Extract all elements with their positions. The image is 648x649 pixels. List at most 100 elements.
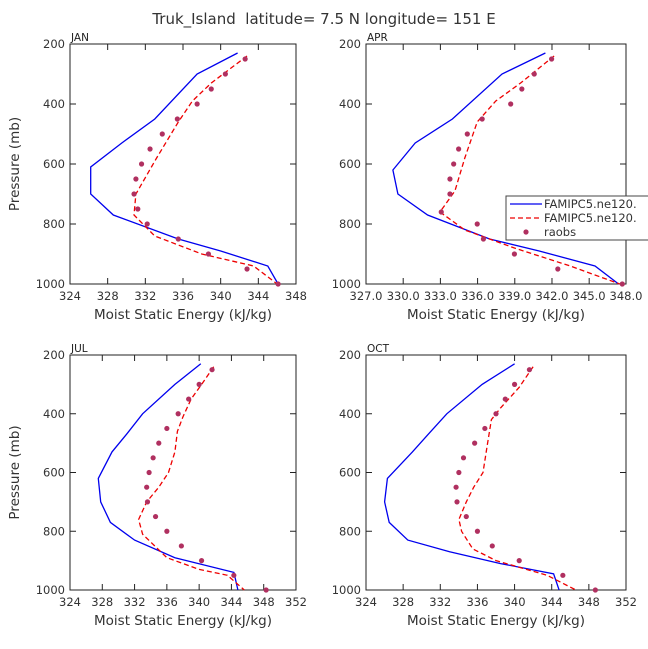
y-tick-label: 200 — [43, 37, 65, 51]
raobs-point — [152, 513, 159, 520]
raobs-point — [592, 587, 598, 593]
y-tick-label: 400 — [43, 407, 65, 421]
legend-label: FAMIPC5.ne120. — [544, 197, 637, 211]
x-tick-label: 348 — [253, 595, 275, 609]
raobs-point — [198, 558, 205, 564]
x-tick-label: 324 — [59, 289, 81, 303]
model2-line — [458, 366, 577, 591]
raobs-point — [447, 176, 453, 182]
x-tick-label: 340 — [504, 595, 526, 609]
y-tick-label: 1000 — [332, 583, 361, 597]
plot-frame — [69, 43, 297, 285]
raobs-point — [159, 131, 165, 137]
plot-frame — [365, 354, 627, 591]
raobs-point — [482, 425, 488, 432]
raobs-point — [194, 101, 200, 107]
raobs-point — [156, 440, 162, 446]
x-tick-label: 344 — [247, 289, 269, 303]
x-axis-label: Moist Static Energy (kJ/kg) — [94, 613, 272, 629]
raobs-point — [164, 528, 170, 534]
raobs-point — [560, 572, 566, 578]
raobs-point — [138, 161, 145, 167]
y-tick-label: 400 — [339, 97, 361, 111]
legend-label: raobs — [544, 225, 576, 239]
raobs-point — [463, 513, 469, 520]
raobs-point — [231, 572, 237, 578]
raobs-point — [508, 101, 514, 107]
y-tick-label: 800 — [43, 524, 65, 538]
x-tick-label: 352 — [285, 595, 307, 609]
raobs-point — [474, 528, 481, 534]
x-tick-label: 332 — [124, 595, 146, 609]
model1-line — [90, 52, 279, 285]
y-tick-label: 1000 — [36, 277, 65, 291]
raobs-point — [511, 381, 518, 387]
raobs-point — [456, 469, 462, 476]
raobs-point — [549, 56, 555, 62]
model2-line — [133, 55, 278, 285]
y-tick-label: 1000 — [36, 583, 65, 597]
y-tick-label: 600 — [339, 157, 361, 171]
model2-line — [137, 366, 245, 591]
y-tick-label: 800 — [339, 217, 361, 231]
y-tick-label: 200 — [43, 348, 65, 362]
raobs-point — [479, 116, 485, 122]
raobs-point — [175, 411, 181, 417]
raobs-point — [175, 236, 181, 242]
x-tick-label: 344 — [541, 595, 563, 609]
raobs-point — [178, 543, 184, 549]
y-tick-label: 400 — [339, 407, 361, 421]
legend: FAMIPC5.ne120.FAMIPC5.ne120.raobs — [505, 195, 648, 241]
y-tick-label: 800 — [43, 217, 65, 231]
raobs-point — [147, 146, 153, 152]
raobs-point — [502, 396, 508, 402]
x-axis-label: Moist Static Energy (kJ/kg) — [407, 307, 585, 323]
raobs-point — [474, 221, 480, 227]
legend-raobs-marker — [523, 229, 529, 235]
x-tick-label: 328 — [392, 595, 414, 609]
raobs-point — [133, 176, 139, 182]
raobs-point — [135, 206, 141, 212]
raobs-point — [275, 281, 281, 287]
raobs-point — [464, 131, 470, 137]
raobs-point — [454, 499, 460, 505]
model1-line — [97, 363, 239, 591]
x-tick-label: 352 — [615, 595, 637, 609]
y-axis-label: Pressure (mb) — [7, 117, 23, 211]
raobs-point — [146, 469, 152, 476]
y-axis-label: Pressure (mb) — [7, 425, 23, 519]
raobs-point — [164, 425, 170, 432]
x-tick-label: 348.0 — [610, 289, 643, 303]
raobs-point — [174, 116, 180, 122]
raobs-point — [438, 209, 444, 215]
x-tick-label: 348 — [285, 289, 307, 303]
raobs-point — [209, 367, 215, 373]
raobs-point — [480, 236, 487, 242]
raobs-point — [244, 266, 250, 272]
x-tick-label: 330.0 — [387, 289, 420, 303]
raobs-point — [489, 543, 495, 549]
y-tick-label: 400 — [43, 97, 65, 111]
y-tick-label: 600 — [339, 466, 361, 480]
x-tick-label: 340 — [188, 595, 210, 609]
x-tick-label: 332 — [429, 595, 451, 609]
raobs-point — [531, 71, 537, 77]
y-tick-label: 600 — [43, 466, 65, 480]
x-tick-label: 332 — [134, 289, 156, 303]
raobs-point — [493, 411, 499, 417]
raobs-point — [222, 71, 228, 77]
x-axis-label: Moist Static Energy (kJ/kg) — [94, 307, 272, 323]
x-tick-label: 336 — [156, 595, 178, 609]
model1-line — [392, 52, 619, 285]
x-tick-label: 333.0 — [424, 289, 457, 303]
raobs-point — [131, 191, 137, 197]
panel-label: OCT — [367, 343, 390, 355]
raobs-point — [526, 367, 533, 373]
raobs-point — [205, 251, 212, 257]
x-tick-label: 340 — [210, 289, 232, 303]
raobs-point — [263, 587, 269, 593]
